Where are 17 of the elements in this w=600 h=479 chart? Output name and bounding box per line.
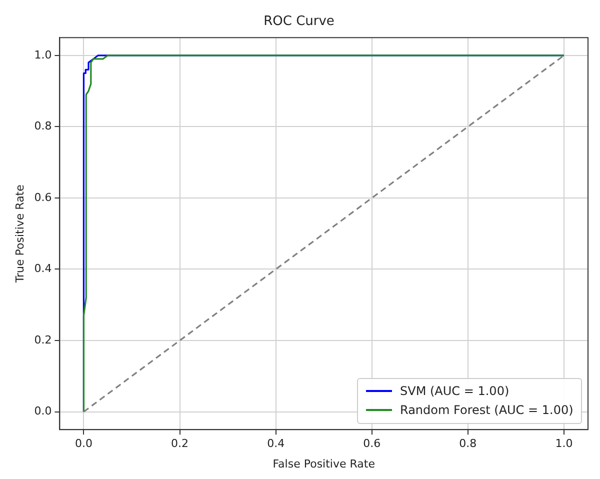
y-axis-title: True Positive Rate <box>13 184 26 284</box>
legend-label: SVM (AUC = 1.00) <box>400 384 510 398</box>
x-tick-label: 0.2 <box>171 437 189 450</box>
y-tick-label: 0.8 <box>34 120 52 133</box>
x-tick-label: 1.0 <box>555 437 573 450</box>
x-tick-label: 0.6 <box>363 437 381 450</box>
y-tick-label: 0.6 <box>34 190 52 204</box>
y-tick-label: 0.0 <box>34 404 52 418</box>
y-tick-label: 1.0 <box>34 48 52 62</box>
x-tick-label: 0.8 <box>459 437 477 450</box>
x-tick-label: 0.4 <box>267 437 285 450</box>
legend-label: Random Forest (AUC = 1.00) <box>400 403 574 418</box>
chart-title: ROC Curve <box>264 14 334 30</box>
x-tick-label: 0.0 <box>74 437 92 450</box>
y-tick-label: 0.4 <box>34 262 52 276</box>
x-axis-title: False Positive Rate <box>272 457 376 470</box>
y-tick-label: 0.2 <box>34 333 52 346</box>
